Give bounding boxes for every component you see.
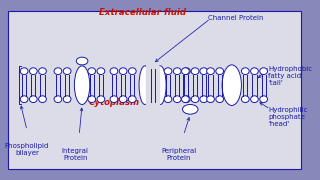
Ellipse shape [200, 68, 208, 75]
Text: Integral
Protein: Integral Protein [62, 148, 89, 161]
Ellipse shape [200, 96, 208, 103]
Ellipse shape [241, 96, 249, 103]
Ellipse shape [173, 96, 181, 103]
Ellipse shape [88, 68, 96, 75]
Text: Channel Protein: Channel Protein [208, 15, 263, 21]
Ellipse shape [54, 68, 62, 75]
Ellipse shape [216, 96, 224, 103]
Ellipse shape [63, 68, 71, 75]
Ellipse shape [39, 68, 46, 75]
Ellipse shape [119, 68, 127, 75]
Ellipse shape [128, 96, 136, 103]
Ellipse shape [20, 68, 28, 75]
Text: Cytoplasm: Cytoplasm [88, 98, 140, 107]
Ellipse shape [191, 96, 199, 103]
Ellipse shape [182, 104, 198, 114]
Ellipse shape [216, 68, 224, 75]
Text: Hydrophobic
fatty acid
'tail': Hydrophobic fatty acid 'tail' [268, 66, 313, 86]
Ellipse shape [74, 66, 90, 104]
Ellipse shape [76, 57, 88, 65]
Ellipse shape [251, 96, 258, 103]
Ellipse shape [181, 68, 189, 75]
Ellipse shape [181, 96, 189, 103]
Ellipse shape [29, 96, 37, 103]
Ellipse shape [207, 68, 214, 75]
Ellipse shape [119, 96, 127, 103]
Ellipse shape [54, 96, 62, 103]
Ellipse shape [97, 68, 105, 75]
Ellipse shape [182, 96, 190, 103]
Bar [146, 66, 159, 104]
Ellipse shape [251, 68, 258, 75]
Ellipse shape [29, 68, 37, 75]
Ellipse shape [222, 65, 241, 105]
Text: Extracellular fluid: Extracellular fluid [100, 8, 187, 17]
Ellipse shape [110, 68, 118, 75]
Ellipse shape [182, 68, 190, 75]
Ellipse shape [241, 68, 249, 75]
Ellipse shape [164, 68, 172, 75]
Text: Hydrophilic
phosphate
'head': Hydrophilic phosphate 'head' [268, 107, 308, 127]
Text: Phospholipid
bilayer: Phospholipid bilayer [5, 143, 49, 156]
Ellipse shape [63, 96, 71, 103]
Ellipse shape [88, 96, 96, 103]
Text: Peripheral
Protein: Peripheral Protein [161, 148, 196, 161]
Ellipse shape [260, 96, 268, 103]
FancyBboxPatch shape [8, 11, 301, 169]
Ellipse shape [155, 66, 166, 104]
Ellipse shape [97, 96, 105, 103]
Ellipse shape [39, 96, 46, 103]
Ellipse shape [128, 68, 136, 75]
Ellipse shape [191, 68, 199, 75]
Ellipse shape [173, 68, 181, 75]
Ellipse shape [207, 96, 214, 103]
Ellipse shape [139, 66, 151, 104]
Ellipse shape [20, 96, 28, 103]
Ellipse shape [164, 96, 172, 103]
Ellipse shape [110, 96, 118, 103]
Ellipse shape [260, 68, 268, 75]
